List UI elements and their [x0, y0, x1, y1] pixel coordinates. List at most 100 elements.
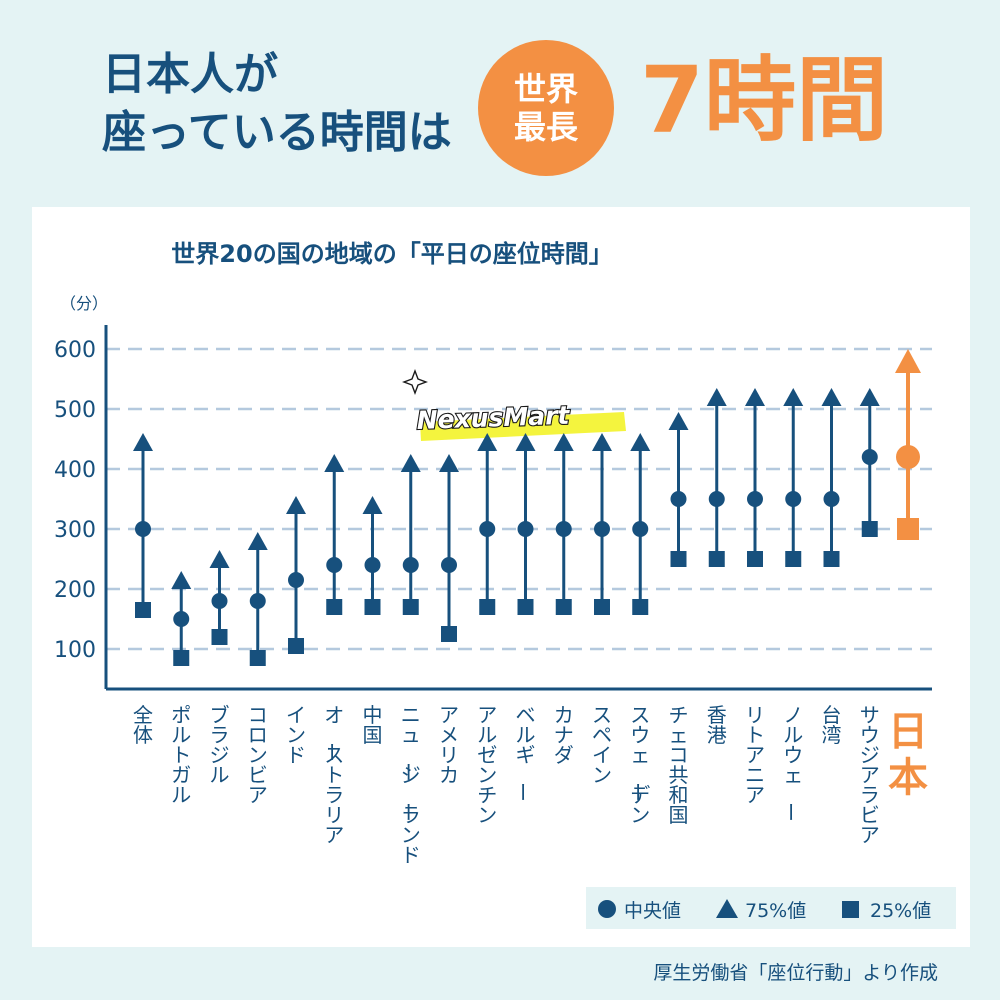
legend-square-icon	[842, 901, 859, 918]
q1-square-marker	[708, 551, 725, 567]
q3-triangle-marker	[247, 532, 268, 550]
x-category-label: 香港	[707, 703, 727, 747]
x-category-label: 中国	[363, 703, 383, 747]
q1-square-marker	[670, 551, 687, 567]
q1-square-marker	[823, 551, 840, 567]
q1-square-marker	[364, 599, 381, 615]
range-chart: 世界20の国の地域の「平日の座位時間」 （分） 100 200 300 400 500 600…	[54, 240, 956, 929]
x-category-label: アメリカ	[439, 703, 459, 787]
x-category-label: 全体	[133, 703, 153, 747]
x-category-label: ニュージーランド	[396, 703, 421, 867]
median-circle-marker	[288, 572, 304, 588]
q1-square-marker	[785, 551, 802, 567]
q3-triangle-marker	[400, 454, 421, 472]
x-category-label: ノルウェー	[778, 703, 803, 822]
q3-triangle-marker	[439, 454, 459, 472]
q1-square-marker	[861, 521, 878, 537]
median-circle-marker	[823, 491, 840, 507]
watermark-logo: NexusMart	[416, 401, 571, 435]
median-circle-marker	[249, 593, 266, 609]
median-circle-marker	[555, 521, 572, 537]
headline-value: 7時間	[640, 47, 889, 154]
q3-triangle-marker	[362, 496, 383, 514]
q1-square-marker	[632, 599, 649, 615]
median-circle-marker	[479, 521, 496, 537]
legend-circle-icon	[598, 900, 616, 918]
median-circle-marker	[211, 593, 228, 609]
badge-line-2: 最長	[513, 108, 578, 146]
q3-triangle-marker	[821, 388, 842, 406]
median-circle-marker	[594, 521, 610, 537]
q1-square-marker	[441, 626, 457, 642]
headline-line-2: 座っている時間は	[102, 107, 452, 158]
q3-triangle-marker	[553, 433, 574, 451]
x-category-label: カナダ	[554, 703, 574, 767]
x-category-label: スウェーデン	[625, 703, 650, 827]
legend-box	[586, 887, 956, 929]
median-circle-marker	[364, 557, 381, 573]
y-tick-label: 300	[54, 518, 96, 543]
x-category-label: ブラジル	[210, 703, 230, 787]
median-circle-marker	[517, 521, 534, 537]
source-credit: 厚生労働省「座位行動」より作成	[653, 962, 938, 984]
q3-triangle-marker	[745, 388, 765, 406]
q1-square-marker	[211, 629, 228, 645]
q3-triangle-marker	[895, 349, 921, 373]
q1-square-marker	[249, 650, 266, 666]
sparkle-icon	[402, 369, 428, 395]
legend-q1-label: 25%値	[870, 900, 931, 922]
q3-triangle-marker	[286, 496, 306, 514]
q3-triangle-marker	[515, 433, 536, 451]
q3-triangle-marker	[171, 571, 192, 589]
y-tick-label: 500	[54, 398, 96, 423]
q1-square-marker	[173, 650, 190, 666]
median-circle-marker	[173, 611, 190, 627]
legend-q3-label: 75%値	[745, 900, 806, 922]
median-circle-marker	[785, 491, 802, 507]
q3-triangle-marker	[859, 388, 880, 406]
x-category-label: コロンビア	[248, 703, 268, 807]
q3-triangle-marker	[592, 433, 612, 451]
q3-triangle-marker	[706, 388, 727, 406]
x-category-label: インド	[286, 703, 306, 767]
median-circle-marker	[402, 557, 419, 573]
q1-square-marker	[897, 518, 919, 540]
x-category-label: アルゼンチン	[477, 703, 497, 827]
world-longest-badge: 世界 最長	[478, 40, 614, 176]
q1-square-marker	[326, 599, 343, 615]
x-category-label: ベルギー	[511, 703, 536, 802]
q1-square-marker	[288, 638, 304, 654]
chart-card: 世界20の国の地域の「平日の座位時間」 （分） 100 200 300 400 500 600…	[32, 207, 970, 947]
q1-square-marker	[479, 599, 496, 615]
median-circle-marker	[861, 449, 878, 465]
q1-square-marker	[135, 602, 151, 618]
headline: 日本人が 座っている時間は	[102, 46, 452, 162]
q1-square-marker	[555, 599, 572, 615]
q3-triangle-marker	[477, 433, 498, 451]
q3-triangle-marker	[324, 454, 345, 472]
q1-square-marker	[517, 599, 534, 615]
x-category-label: 台湾	[822, 703, 842, 747]
y-axis-unit: （分）	[60, 294, 108, 313]
median-circle-marker	[896, 445, 920, 469]
q1-square-marker	[594, 599, 610, 615]
badge-line-1: 世界	[513, 70, 578, 108]
y-tick-label: 100	[54, 638, 96, 663]
x-category-label: サウジアラビア	[860, 703, 880, 847]
median-circle-marker	[632, 521, 649, 537]
q1-square-marker	[747, 551, 763, 567]
median-circle-marker	[747, 491, 763, 507]
x-category-label: リトアニア	[745, 703, 765, 807]
q1-square-marker	[402, 599, 419, 615]
median-circle-marker	[135, 521, 151, 537]
y-tick-label: 400	[54, 458, 96, 483]
y-tick-label: 600	[54, 338, 96, 363]
x-category-label: チェコ共和国	[669, 703, 689, 827]
y-tick-label: 200	[54, 578, 96, 603]
x-category-label: オーストラリア	[319, 703, 344, 847]
median-circle-marker	[441, 557, 457, 573]
x-category-label-highlight: 日本	[888, 709, 928, 801]
chart-title: 世界20の国の地域の「平日の座位時間」	[171, 240, 612, 268]
headline-line-1: 日本人が	[102, 49, 278, 100]
q3-triangle-marker	[133, 433, 153, 451]
